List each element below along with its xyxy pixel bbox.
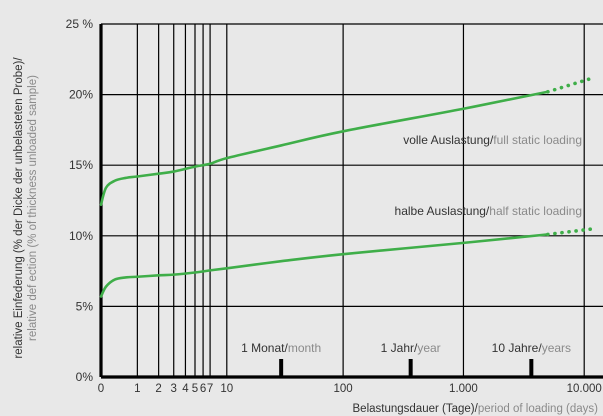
time-marker-label: 1 Jahr/year — [381, 341, 441, 355]
x-tick-label: 7 — [207, 383, 213, 395]
series-lines — [99, 75, 596, 298]
x-axis-label-main: Belastungsdauer (Tage)/ — [353, 403, 479, 415]
y-axis-label-line1: relative Einfederung (% der Dicke der un… — [13, 57, 25, 359]
time-marker-label-sub: year — [417, 341, 440, 355]
y-axis-label-line2: relative def ection (% of thickness unlo… — [27, 75, 39, 341]
x-axis-label: Belastungsdauer (Tage)/period of loading… — [353, 403, 599, 415]
y-tick-label: 5% — [76, 299, 94, 313]
series-line — [99, 233, 550, 298]
y-tick-label: 25 % — [66, 17, 94, 31]
x-tick-label: 10 — [220, 383, 233, 395]
time-marker-labels: 1 Monat/month 1 Jahr/year 10 Jahre/years — [241, 341, 571, 355]
vertical-gridlines — [136, 24, 585, 377]
time-marker-label: 10 Jahre/years — [492, 341, 571, 355]
time-marker-label-sub: years — [542, 341, 571, 355]
series-labels: volle Auslastung/full static loading halb… — [395, 133, 582, 218]
series-label-main: halbe Auslastung/ — [395, 204, 490, 218]
series-label: volle Auslastung/full static loading — [403, 133, 582, 147]
x-tick-label: 100 — [334, 383, 353, 395]
time-marker-label-main: 1 Jahr/ — [381, 341, 418, 355]
series-label: halbe Auslastung/half static loading — [395, 204, 582, 218]
x-tick-label: 6 — [200, 383, 206, 395]
x-axis-label-sub: period of loading (days) — [478, 403, 598, 415]
time-marker-label: 1 Monat/month — [241, 341, 321, 355]
y-tick-label: 20% — [69, 88, 93, 102]
time-marker-tick — [408, 359, 413, 377]
time-marker-label-main: 1 Monat/ — [241, 341, 288, 355]
x-tick-labels: 0 1 2 3 4 5 6 7 10 100 1.000 10.000 — [98, 383, 602, 395]
time-marker-tick — [279, 359, 284, 377]
y-tick-label: 15% — [69, 158, 93, 172]
series-label-main: volle Auslastung/ — [403, 133, 494, 147]
x-tick-label: 2 — [155, 383, 161, 395]
horizontal-gridlines — [101, 23, 603, 307]
y-tick-label: 0% — [76, 370, 94, 384]
series-extrapolation — [546, 75, 596, 94]
time-marker-tick — [529, 359, 534, 377]
series-extrapolation — [546, 226, 596, 237]
series-label-sub: full static loading — [493, 133, 582, 147]
series-line — [99, 90, 550, 207]
time-marker-label-main: 10 Jahre/ — [492, 341, 543, 355]
x-tick-label: 3 — [171, 383, 177, 395]
x-tick-label: 0 — [98, 383, 104, 395]
x-tick-label: 5 — [192, 383, 198, 395]
x-tick-label: 10.000 — [567, 383, 602, 395]
y-tick-labels: 0% 5% 10% 15% 20% 25 % — [66, 17, 94, 384]
axes — [99, 24, 603, 379]
y-tick-label: 10% — [69, 229, 93, 243]
x-tick-label: 4 — [182, 383, 189, 395]
series-label-sub: half static loading — [489, 204, 582, 218]
x-tick-label: 1.000 — [449, 383, 478, 395]
x-tick-label: 1 — [134, 383, 140, 395]
time-marker-label-sub: month — [288, 341, 321, 355]
